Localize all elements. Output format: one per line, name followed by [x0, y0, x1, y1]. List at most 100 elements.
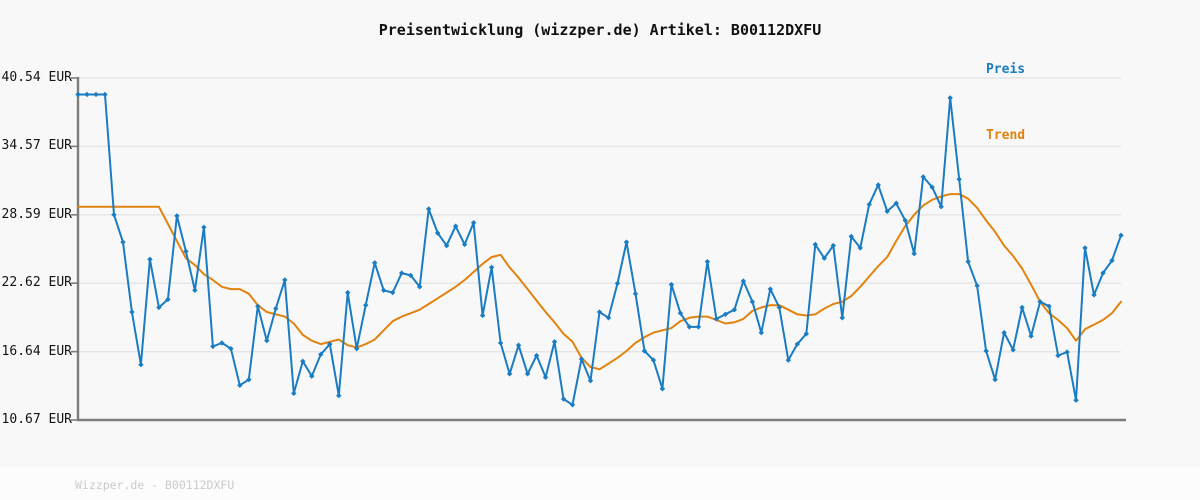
- preis-marker: [354, 345, 360, 352]
- preis-marker: [1082, 245, 1088, 251]
- preis-marker: [920, 174, 926, 180]
- preis-marker: [794, 341, 801, 347]
- preis-marker: [947, 95, 953, 101]
- preis-marker: [291, 390, 297, 397]
- preis-marker: [614, 280, 621, 287]
- preis-marker: [1010, 347, 1016, 353]
- preis-marker: [767, 286, 774, 292]
- preis-marker: [560, 396, 567, 402]
- preis-marker: [569, 402, 576, 408]
- preis-marker: [1028, 333, 1034, 339]
- y-axis-label: 28.59 EUR: [1, 207, 72, 222]
- page-title: Preisentwicklung (wizzper.de) Artikel: B…: [378, 21, 822, 39]
- preis-marker: [452, 223, 459, 229]
- preis-marker: [93, 91, 99, 98]
- preis-marker: [372, 260, 378, 266]
- preis-marker: [839, 315, 845, 321]
- preis-marker: [318, 351, 324, 358]
- preis-marker: [1001, 329, 1007, 336]
- preis-marker: [524, 371, 531, 377]
- preis-marker: [587, 378, 594, 384]
- preis-marker: [434, 230, 441, 236]
- preis-marker: [776, 304, 783, 311]
- preis-marker: [686, 324, 693, 330]
- preis-marker: [893, 200, 899, 206]
- preis-marker: [1037, 299, 1043, 305]
- preis-marker: [704, 258, 711, 265]
- preis-marker: [165, 296, 171, 303]
- legend-label-preis: Preis: [985, 62, 1026, 77]
- preis-marker: [749, 299, 756, 305]
- y-axis-label: 40.54 EUR: [1, 70, 72, 85]
- preis-marker: [830, 242, 836, 249]
- preis-marker: [812, 241, 818, 248]
- preis-marker: [551, 339, 558, 345]
- preis-marker: [75, 91, 81, 98]
- preis-marker: [677, 310, 684, 316]
- preis-marker: [632, 291, 639, 297]
- footer-watermark: Wizzper.de - B00112DXFU: [75, 478, 235, 492]
- preis-marker: [1118, 232, 1124, 239]
- preis-marker: [515, 342, 522, 348]
- preis-marker: [336, 392, 342, 399]
- preis-marker: [992, 376, 998, 383]
- legend-item-trend: Trend: [939, 103, 1025, 169]
- preis-marker: [309, 373, 315, 379]
- preis-marker: [956, 176, 962, 182]
- preis-marker: [542, 374, 549, 380]
- preis-marker: [506, 371, 513, 377]
- preis-marker: [875, 182, 881, 188]
- preis-marker: [722, 311, 729, 318]
- preis-marker: [1064, 349, 1070, 355]
- legend-item-preis: Preis: [939, 37, 1025, 103]
- preis-marker: [578, 356, 585, 362]
- preis-marker: [533, 352, 540, 359]
- preis-marker: [866, 201, 872, 208]
- preis-marker: [246, 376, 252, 383]
- preis-marker: [381, 287, 387, 293]
- preis-marker: [1091, 292, 1097, 298]
- preis-marker: [659, 386, 666, 392]
- preis-marker: [407, 272, 414, 279]
- preis-marker: [156, 304, 162, 311]
- preis-marker: [129, 309, 135, 315]
- preis-marker: [345, 289, 351, 296]
- y-axis-label: 16.64 EUR: [1, 344, 72, 359]
- preis-marker: [425, 206, 432, 212]
- preis-marker: [965, 258, 971, 265]
- legend-label-trend: Trend: [985, 128, 1026, 143]
- preis-marker: [255, 303, 261, 310]
- preis-marker: [911, 250, 917, 257]
- preis-marker: [785, 357, 792, 363]
- preis-marker: [174, 213, 180, 219]
- preis-marker: [497, 340, 504, 346]
- preis-marker: [1073, 397, 1079, 403]
- preis-marker: [884, 208, 890, 214]
- preis-marker: [147, 256, 153, 263]
- preis-marker: [219, 340, 225, 346]
- preis-marker: [300, 358, 306, 364]
- preis-marker: [282, 277, 288, 283]
- preis-marker: [857, 245, 863, 251]
- preis-marker: [983, 348, 989, 354]
- preis-marker: [479, 312, 486, 319]
- preis-marker: [120, 239, 126, 245]
- y-axis-label: 34.57 EUR: [1, 138, 72, 153]
- preis-marker: [821, 255, 827, 261]
- footer-band: [0, 467, 1200, 500]
- preis-marker: [1109, 257, 1115, 264]
- preis-marker: [1100, 270, 1106, 276]
- preis-marker: [596, 309, 603, 315]
- preis-marker: [461, 241, 468, 248]
- preis-marker: [398, 270, 405, 276]
- preis-marker: [183, 248, 189, 255]
- preis-marker: [848, 233, 854, 240]
- preis-marker: [237, 382, 243, 389]
- preis-marker: [641, 348, 648, 354]
- preis-marker: [210, 343, 216, 350]
- preis-marker: [111, 212, 117, 218]
- preis-marker: [605, 315, 612, 321]
- preis-marker: [138, 361, 144, 368]
- preis-marker: [938, 203, 944, 210]
